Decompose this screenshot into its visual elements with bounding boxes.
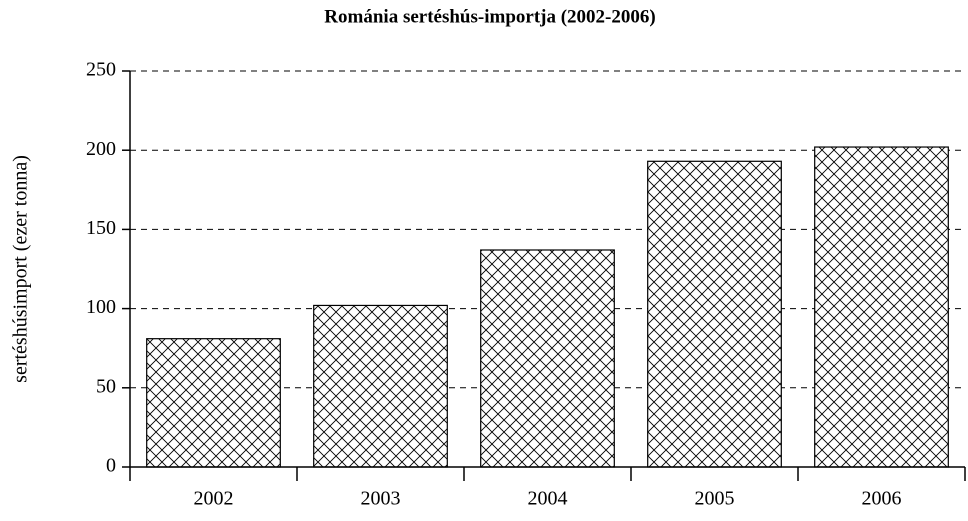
y-tick-label: 150 bbox=[86, 217, 116, 239]
y-tick-label: 200 bbox=[86, 138, 116, 160]
x-tick-label: 2004 bbox=[528, 488, 568, 510]
x-tick-label: 2002 bbox=[194, 488, 234, 510]
y-axis-label: sertéshúsimport (ezer tonna) bbox=[10, 155, 32, 383]
bar bbox=[146, 338, 281, 468]
y-tick-label: 0 bbox=[106, 455, 116, 477]
y-tick-label: 100 bbox=[86, 296, 116, 318]
chart-title: Románia sertéshús-importja (2002-2006) bbox=[324, 6, 655, 27]
x-tick-label: 2005 bbox=[695, 488, 735, 510]
y-tick-label: 50 bbox=[96, 375, 116, 397]
y-tick-label: 250 bbox=[86, 59, 116, 81]
x-tick-label: 2006 bbox=[862, 488, 902, 510]
bar bbox=[814, 146, 949, 468]
bar bbox=[313, 304, 448, 468]
x-tick-label: 2003 bbox=[361, 488, 401, 510]
bar bbox=[647, 160, 782, 468]
bar bbox=[480, 249, 615, 468]
